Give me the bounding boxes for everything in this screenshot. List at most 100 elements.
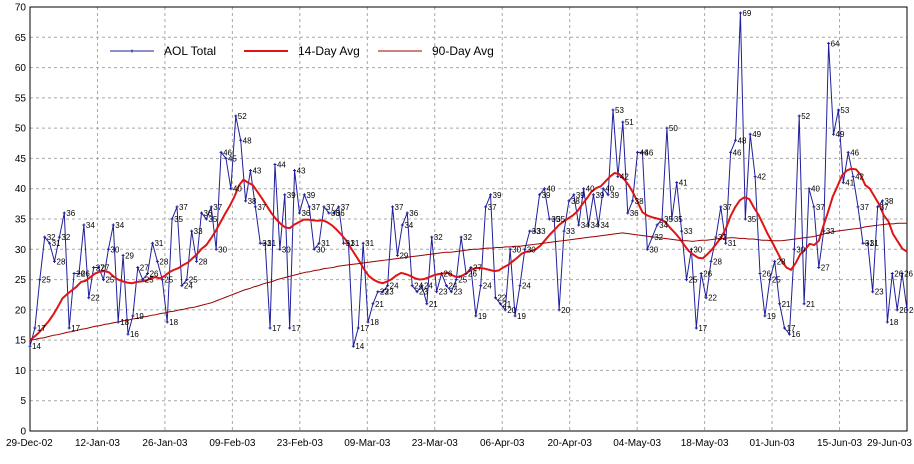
data-label: 17 [71,324,80,333]
data-label: 35 [556,215,565,224]
data-point [263,241,267,245]
data-point [106,247,110,251]
data-label: 16 [130,330,139,339]
data-point [832,132,836,136]
data-label: 27 [140,263,149,272]
data-label: 21 [429,300,438,309]
y-axis-ticks: 0 5 10 15 20 25 30 35 40 45 50 55 60 65 70 [15,3,27,438]
data-point [150,241,154,245]
data-label: 31 [728,239,737,248]
data-point [640,150,644,154]
data-point [474,314,478,318]
data-point [342,241,346,245]
data-point [626,211,630,215]
data-point [851,175,855,179]
y-tick-label: 10 [15,366,27,377]
data-point [283,193,287,197]
x-tick-label: 12-Jan-03 [75,438,120,449]
data-label: 38 [571,197,580,206]
data-point [160,278,164,282]
data-point [391,205,395,209]
data-point [645,247,649,251]
data-label: 31 [865,239,874,248]
data-point [861,241,865,245]
data-point [253,205,257,209]
data-point [807,187,811,191]
data-label: 39 [576,191,585,200]
data-label: 25 [689,276,698,285]
data-label: 26 [444,270,453,279]
data-label: 37 [395,203,404,212]
data-point [827,41,831,45]
data-point [479,284,483,288]
data-point [822,229,826,233]
data-label: 31 [346,239,355,248]
data-label: 34 [600,221,609,230]
data-point [557,308,561,312]
data-point [533,229,537,233]
data-point [72,272,76,276]
data-point [572,193,576,197]
data-label: 35 [747,215,756,224]
data-label: 33 [532,227,541,236]
data-point [351,344,355,348]
data-label: 28 [777,257,786,266]
data-point [729,150,733,154]
data-label: 20 [507,306,516,315]
data-point [405,211,409,215]
data-point [38,278,42,282]
data-label: 20 [561,306,570,315]
data-point [131,314,135,318]
data-point [768,278,772,282]
data-label: 30 [693,245,702,254]
data-point [190,229,194,233]
data-point [239,138,243,142]
data-point [547,217,551,221]
data-label: 27 [96,263,105,272]
data-label: 30 [110,245,119,254]
data-label: 34 [591,221,600,230]
data-label: 29 [399,251,408,260]
series-markers [28,11,909,348]
data-label: 26 [762,270,771,279]
data-point [302,193,306,197]
data-label: 42 [620,173,629,182]
data-label: 23 [875,288,884,297]
data-label: 37 [257,203,266,212]
data-point [542,187,546,191]
data-label: 37 [179,203,188,212]
x-axis-ticks: 29-Dec-02 12-Jan-03 26-Jan-03 09-Feb-03 23-F… [6,438,912,449]
y-tick-label: 25 [15,275,27,286]
data-point [435,290,439,294]
x-tick-label: 29-Dec-02 [6,438,53,449]
data-point [660,217,664,221]
data-point [33,326,37,330]
data-point [77,272,81,276]
data-label: 22 [91,294,100,303]
data-point [528,229,532,233]
data-label: 36 [630,209,639,218]
data-label: 46 [644,148,653,157]
data-label: 36 [203,209,212,218]
data-label: 25 [145,276,154,285]
data-point [890,272,894,276]
data-label: 24 [448,282,457,291]
data-label: 36 [331,209,340,218]
data-label: 39 [595,191,604,200]
data-label: 17 [360,324,369,333]
data-point [900,272,904,276]
data-point [229,187,233,191]
data-label: 26 [703,270,712,279]
data-label: 53 [840,106,849,115]
data-label: 18 [889,318,898,327]
data-point [92,265,96,269]
data-point [371,302,375,306]
data-label: 53 [615,106,624,115]
data-point [312,247,316,251]
data-label: 27 [821,263,830,272]
data-label: 48 [243,136,252,145]
data-point [180,284,184,288]
data-label: 17 [787,324,796,333]
data-label: 33 [684,227,693,236]
data-label: 52 [238,112,247,121]
